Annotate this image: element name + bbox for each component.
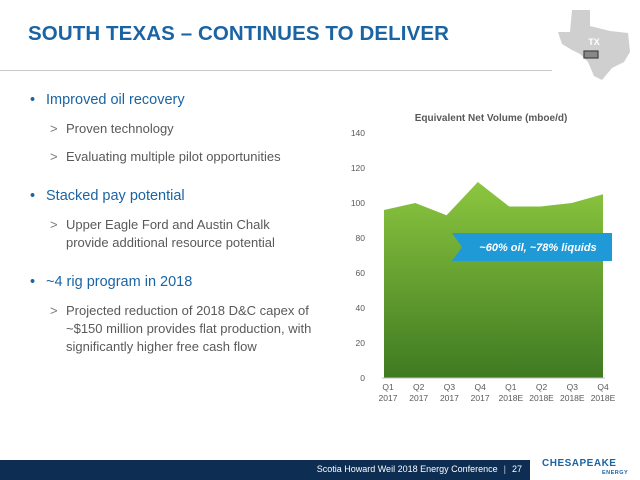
x-tick-label: 2018E [499, 393, 524, 403]
x-tick-label: 2017 [409, 393, 428, 403]
y-tick-label: 60 [356, 268, 366, 278]
texas-map-icon: TX [558, 10, 630, 80]
data-point [508, 206, 510, 208]
bullet-item: • ~4 rig program in 2018 [30, 274, 193, 290]
x-tick-label: Q2 [413, 382, 425, 392]
data-point [446, 214, 448, 216]
chesapeake-logo: CHESAPEAKE ENERGY [542, 454, 636, 480]
sub-bullet-item: > Upper Eagle Ford and Austin Chalk provi… [50, 216, 310, 252]
x-tick-label: Q1 [505, 382, 517, 392]
y-tick-label: 100 [351, 198, 365, 208]
x-tick-label: 2018E [560, 393, 585, 403]
x-tick-label: 2018E [529, 393, 554, 403]
data-point [602, 193, 604, 195]
page-number: 27 [511, 464, 522, 474]
title-divider [0, 70, 552, 71]
data-point [477, 181, 479, 183]
data-point [539, 206, 541, 208]
volume-area-series [384, 182, 603, 378]
callout-text: ~60% oil, ~78% liquids [479, 242, 596, 254]
sub-bullet-text: Upper Eagle Ford and Austin Chalk provid… [66, 217, 275, 250]
x-tick-label: Q3 [444, 382, 456, 392]
x-tick-label: Q4 [474, 382, 486, 392]
bullet-text: Improved oil recovery [46, 92, 185, 108]
x-tick-label: Q2 [536, 382, 548, 392]
sub-bullet-text: Projected reduction of 2018 D&C capex of… [66, 303, 312, 354]
chart-title: Equivalent Net Volume (mboe/d) [415, 113, 568, 124]
sub-bullet-item: > Evaluating multiple pilot opportunities [50, 148, 340, 166]
logo-wordmark: CHESAPEAKE [542, 458, 617, 469]
x-tick-label: Q3 [567, 382, 579, 392]
callout-box [452, 233, 612, 261]
x-tick-label: 2017 [379, 393, 398, 403]
conference-name: Scotia Howard Weil 2018 Energy Conferenc… [316, 464, 498, 474]
logo-subtext: ENERGY [602, 470, 629, 476]
sub-bullet-item: > Proven technology [50, 120, 340, 138]
south-texas-highlight [583, 50, 599, 59]
x-tick-label: 2017 [440, 393, 459, 403]
x-tick-label: 2017 [471, 393, 490, 403]
sub-bullet-item: > Projected reduction of 2018 D&C capex o… [50, 302, 340, 356]
bullet-text: ~4 rig program in 2018 [46, 274, 193, 290]
slide-title: SOUTH TEXAS – CONTINUES TO DELIVER [28, 22, 450, 45]
sub-bullet-text: Proven technology [66, 121, 174, 136]
y-tick-label: 40 [356, 303, 366, 313]
x-tick-label: Q4 [597, 382, 609, 392]
map-state-label: TX [588, 37, 600, 47]
footer-separator: | [503, 464, 506, 474]
x-tick-label: 2018E [591, 393, 616, 403]
data-point [383, 209, 385, 211]
y-tick-label: 80 [356, 233, 366, 243]
y-tick-label: 0 [360, 373, 365, 383]
bullet-item: • Stacked pay potential [30, 188, 185, 204]
bullet-text: Stacked pay potential [46, 188, 185, 204]
sub-bullet-text: Evaluating multiple pilot opportunities [66, 149, 281, 164]
y-tick-label: 120 [351, 163, 365, 173]
data-point [571, 202, 573, 204]
y-tick-label: 20 [356, 338, 366, 348]
x-tick-label: Q1 [382, 382, 394, 392]
data-point [414, 202, 416, 204]
y-tick-label: 140 [351, 128, 365, 138]
bullet-item: • Improved oil recovery [30, 92, 185, 108]
footer-bar [0, 460, 530, 480]
texas-state-shape [558, 10, 630, 80]
footer-text: Scotia Howard Weil 2018 Energy Conferenc… [317, 464, 522, 474]
